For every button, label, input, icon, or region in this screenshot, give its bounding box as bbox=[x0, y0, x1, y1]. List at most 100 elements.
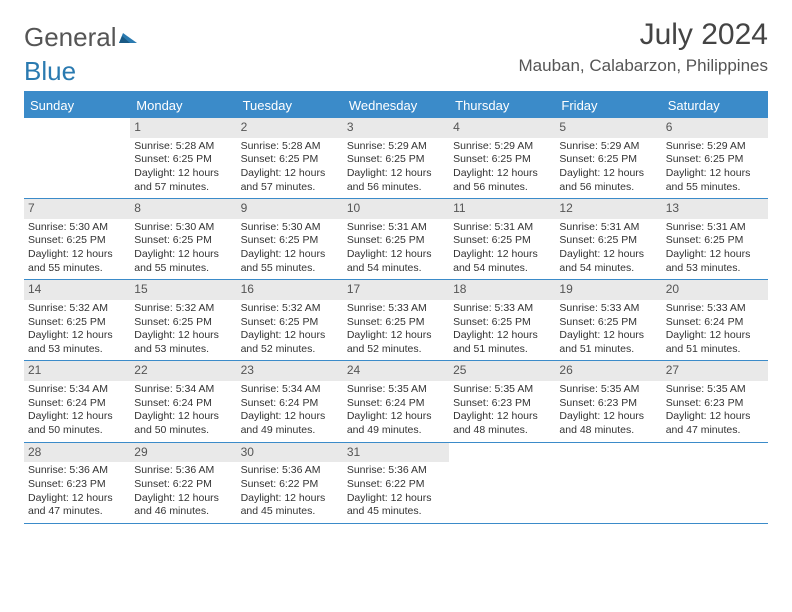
daylight-line1: Daylight: 12 hours bbox=[241, 248, 339, 262]
day-number: 24 bbox=[343, 361, 449, 381]
day-number: 19 bbox=[555, 280, 661, 300]
calendar-cell: 4Sunrise: 5:29 AMSunset: 6:25 PMDaylight… bbox=[449, 118, 555, 198]
calendar-cell: 15Sunrise: 5:32 AMSunset: 6:25 PMDayligh… bbox=[130, 280, 236, 360]
cell-body: Sunrise: 5:36 AMSunset: 6:22 PMDaylight:… bbox=[130, 462, 236, 523]
sunrise-text: Sunrise: 5:32 AM bbox=[241, 302, 339, 316]
sunrise-text: Sunrise: 5:29 AM bbox=[666, 140, 764, 154]
cell-body: Sunrise: 5:31 AMSunset: 6:25 PMDaylight:… bbox=[449, 219, 555, 280]
sunset-text: Sunset: 6:25 PM bbox=[453, 316, 551, 330]
sunrise-text: Sunrise: 5:30 AM bbox=[28, 221, 126, 235]
day-header-saturday: Saturday bbox=[662, 93, 768, 118]
day-number: 31 bbox=[343, 443, 449, 463]
sunset-text: Sunset: 6:25 PM bbox=[134, 153, 232, 167]
day-number: 10 bbox=[343, 199, 449, 219]
sunset-text: Sunset: 6:23 PM bbox=[28, 478, 126, 492]
calendar-cell bbox=[449, 443, 555, 523]
cell-body: Sunrise: 5:31 AMSunset: 6:25 PMDaylight:… bbox=[662, 219, 768, 280]
daylight-line1: Daylight: 12 hours bbox=[134, 248, 232, 262]
day-header-thursday: Thursday bbox=[449, 93, 555, 118]
sunset-text: Sunset: 6:24 PM bbox=[134, 397, 232, 411]
brand-logo: General bbox=[24, 18, 141, 53]
cell-body: Sunrise: 5:34 AMSunset: 6:24 PMDaylight:… bbox=[130, 381, 236, 442]
sunset-text: Sunset: 6:23 PM bbox=[666, 397, 764, 411]
day-number: 17 bbox=[343, 280, 449, 300]
calendar-cell bbox=[555, 443, 661, 523]
calendar-cell: 17Sunrise: 5:33 AMSunset: 6:25 PMDayligh… bbox=[343, 280, 449, 360]
day-number: 18 bbox=[449, 280, 555, 300]
sunset-text: Sunset: 6:25 PM bbox=[347, 316, 445, 330]
calendar-cell: 1Sunrise: 5:28 AMSunset: 6:25 PMDaylight… bbox=[130, 118, 236, 198]
day-number: 13 bbox=[662, 199, 768, 219]
day-number: 6 bbox=[662, 118, 768, 138]
daylight-line2: and 52 minutes. bbox=[347, 343, 445, 357]
calendar-cell: 24Sunrise: 5:35 AMSunset: 6:24 PMDayligh… bbox=[343, 361, 449, 441]
calendar-cell: 13Sunrise: 5:31 AMSunset: 6:25 PMDayligh… bbox=[662, 199, 768, 279]
sunset-text: Sunset: 6:25 PM bbox=[453, 153, 551, 167]
daylight-line2: and 54 minutes. bbox=[559, 262, 657, 276]
day-number: 11 bbox=[449, 199, 555, 219]
calendar-cell: 21Sunrise: 5:34 AMSunset: 6:24 PMDayligh… bbox=[24, 361, 130, 441]
daylight-line1: Daylight: 12 hours bbox=[28, 410, 126, 424]
sunrise-text: Sunrise: 5:29 AM bbox=[559, 140, 657, 154]
daylight-line1: Daylight: 12 hours bbox=[28, 329, 126, 343]
day-number: 8 bbox=[130, 199, 236, 219]
sunrise-text: Sunrise: 5:30 AM bbox=[134, 221, 232, 235]
sunset-text: Sunset: 6:25 PM bbox=[666, 153, 764, 167]
cell-body: Sunrise: 5:29 AMSunset: 6:25 PMDaylight:… bbox=[343, 138, 449, 199]
calendar-cell: 9Sunrise: 5:30 AMSunset: 6:25 PMDaylight… bbox=[237, 199, 343, 279]
day-number: 29 bbox=[130, 443, 236, 463]
daylight-line2: and 46 minutes. bbox=[134, 505, 232, 519]
cell-body: Sunrise: 5:33 AMSunset: 6:25 PMDaylight:… bbox=[555, 300, 661, 361]
daylight-line2: and 56 minutes. bbox=[453, 181, 551, 195]
cell-body: Sunrise: 5:35 AMSunset: 6:24 PMDaylight:… bbox=[343, 381, 449, 442]
daylight-line2: and 57 minutes. bbox=[134, 181, 232, 195]
daylight-line1: Daylight: 12 hours bbox=[666, 248, 764, 262]
calendar-cell bbox=[662, 443, 768, 523]
sunrise-text: Sunrise: 5:35 AM bbox=[559, 383, 657, 397]
cell-body: Sunrise: 5:31 AMSunset: 6:25 PMDaylight:… bbox=[555, 219, 661, 280]
day-number: 21 bbox=[24, 361, 130, 381]
sunset-text: Sunset: 6:25 PM bbox=[666, 234, 764, 248]
calendar-cell: 29Sunrise: 5:36 AMSunset: 6:22 PMDayligh… bbox=[130, 443, 236, 523]
sunset-text: Sunset: 6:25 PM bbox=[347, 153, 445, 167]
day-number: 23 bbox=[237, 361, 343, 381]
sunrise-text: Sunrise: 5:28 AM bbox=[134, 140, 232, 154]
brand-part2: Blue bbox=[24, 56, 768, 87]
sunset-text: Sunset: 6:23 PM bbox=[559, 397, 657, 411]
calendar-cell: 5Sunrise: 5:29 AMSunset: 6:25 PMDaylight… bbox=[555, 118, 661, 198]
cell-body: Sunrise: 5:36 AMSunset: 6:22 PMDaylight:… bbox=[343, 462, 449, 523]
day-header-wednesday: Wednesday bbox=[343, 93, 449, 118]
sunset-text: Sunset: 6:25 PM bbox=[28, 234, 126, 248]
daylight-line1: Daylight: 12 hours bbox=[134, 329, 232, 343]
cell-body: Sunrise: 5:28 AMSunset: 6:25 PMDaylight:… bbox=[237, 138, 343, 199]
cell-body: Sunrise: 5:33 AMSunset: 6:25 PMDaylight:… bbox=[449, 300, 555, 361]
daylight-line1: Daylight: 12 hours bbox=[241, 329, 339, 343]
cell-body: Sunrise: 5:30 AMSunset: 6:25 PMDaylight:… bbox=[130, 219, 236, 280]
sunset-text: Sunset: 6:25 PM bbox=[241, 153, 339, 167]
sunrise-text: Sunrise: 5:31 AM bbox=[559, 221, 657, 235]
calendar-cell: 12Sunrise: 5:31 AMSunset: 6:25 PMDayligh… bbox=[555, 199, 661, 279]
calendar-cell: 16Sunrise: 5:32 AMSunset: 6:25 PMDayligh… bbox=[237, 280, 343, 360]
calendar-cell: 2Sunrise: 5:28 AMSunset: 6:25 PMDaylight… bbox=[237, 118, 343, 198]
daylight-line1: Daylight: 12 hours bbox=[559, 410, 657, 424]
sunset-text: Sunset: 6:25 PM bbox=[241, 316, 339, 330]
daylight-line2: and 48 minutes. bbox=[453, 424, 551, 438]
daylight-line1: Daylight: 12 hours bbox=[666, 329, 764, 343]
day-header-friday: Friday bbox=[555, 93, 661, 118]
calendar-cell: 19Sunrise: 5:33 AMSunset: 6:25 PMDayligh… bbox=[555, 280, 661, 360]
daylight-line1: Daylight: 12 hours bbox=[241, 410, 339, 424]
calendar-cell bbox=[24, 118, 130, 198]
daylight-line1: Daylight: 12 hours bbox=[666, 410, 764, 424]
sunrise-text: Sunrise: 5:32 AM bbox=[28, 302, 126, 316]
calendar-cell: 3Sunrise: 5:29 AMSunset: 6:25 PMDaylight… bbox=[343, 118, 449, 198]
daylight-line2: and 57 minutes. bbox=[241, 181, 339, 195]
sunrise-text: Sunrise: 5:33 AM bbox=[347, 302, 445, 316]
day-number: 15 bbox=[130, 280, 236, 300]
cell-body: Sunrise: 5:29 AMSunset: 6:25 PMDaylight:… bbox=[449, 138, 555, 199]
week-row: 14Sunrise: 5:32 AMSunset: 6:25 PMDayligh… bbox=[24, 280, 768, 361]
calendar-cell: 22Sunrise: 5:34 AMSunset: 6:24 PMDayligh… bbox=[130, 361, 236, 441]
daylight-line1: Daylight: 12 hours bbox=[28, 248, 126, 262]
cell-body: Sunrise: 5:31 AMSunset: 6:25 PMDaylight:… bbox=[343, 219, 449, 280]
daylight-line1: Daylight: 12 hours bbox=[559, 167, 657, 181]
daylight-line2: and 48 minutes. bbox=[559, 424, 657, 438]
